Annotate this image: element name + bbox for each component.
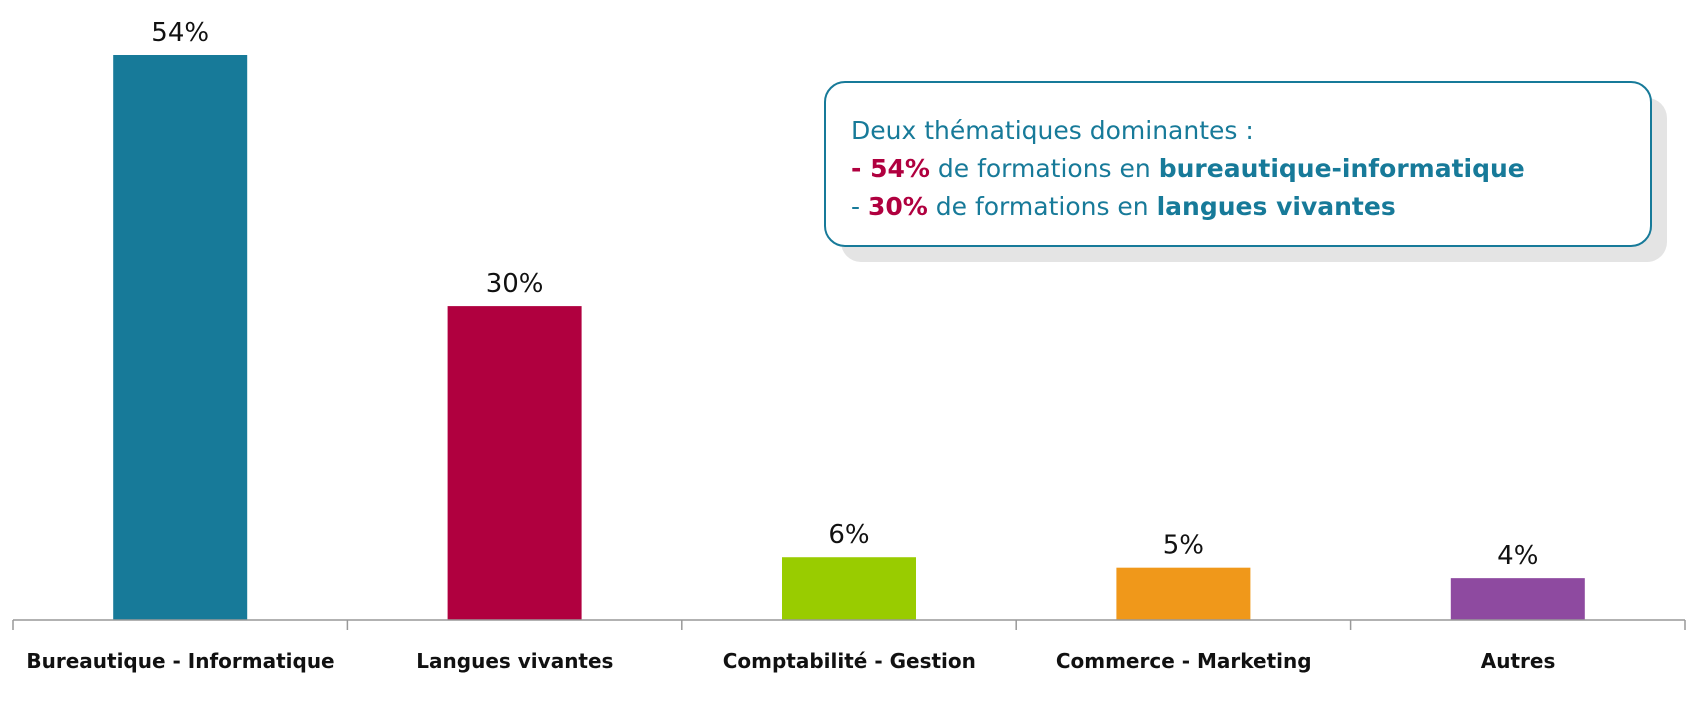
bar (447, 306, 582, 620)
annotation-line: Deux thématiques dominantes : (851, 116, 1254, 145)
value-label: 5% (1163, 531, 1204, 561)
bar (113, 55, 248, 620)
x-tick-label: Autres (1480, 649, 1556, 673)
bar (782, 557, 916, 620)
annotation-text: langues vivantes (1157, 192, 1396, 221)
value-label: 4% (1497, 541, 1538, 571)
x-tick-label: Comptabilité - Gestion (722, 649, 976, 673)
annotation-text: Deux thématiques dominantes : (851, 116, 1254, 145)
value-label: 30% (486, 269, 544, 299)
value-label: 54% (151, 18, 209, 48)
annotation-text: - 54% (851, 154, 930, 183)
annotation-text: bureautique-informatique (1159, 154, 1525, 183)
annotation-line: - 54% de formations en bureautique-infor… (851, 154, 1525, 183)
annotation-line: - 30% de formations en langues vivantes (851, 192, 1396, 221)
value-label: 6% (828, 520, 869, 550)
annotation-text: de formations en (928, 192, 1157, 221)
annotation-box (824, 81, 1652, 247)
bar (1450, 578, 1585, 620)
annotation-text: - (851, 192, 868, 221)
x-tick-label: Bureautique - Informatique (26, 649, 335, 673)
annotation-text: de formations en (930, 154, 1159, 183)
bar (1116, 567, 1251, 620)
annotation-text: 30% (868, 192, 928, 221)
x-tick-label: Commerce - Marketing (1055, 649, 1312, 673)
x-tick-label: Langues vivantes (416, 649, 614, 673)
